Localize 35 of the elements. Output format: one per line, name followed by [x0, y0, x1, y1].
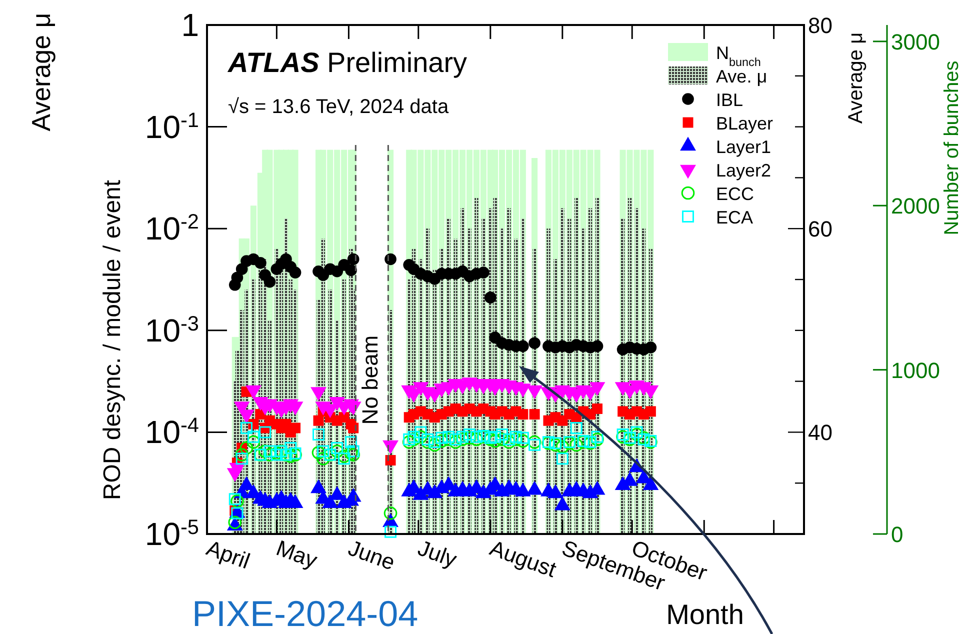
- x-tick-label: April: [203, 535, 254, 574]
- x-tick-label: May: [272, 535, 321, 573]
- x-tick-label: August: [486, 535, 560, 582]
- y-tick-label: 10$^{-1}$: [144, 108, 199, 145]
- x-axis-title: Month: [666, 599, 744, 630]
- text: Average μ: [26, 12, 56, 132]
- legend-label: IBL: [716, 90, 744, 110]
- x-tick-label: June: [344, 535, 398, 576]
- y3-tick-label: 2000: [891, 194, 940, 219]
- y-tick-label: 10$^{-3}$: [144, 312, 199, 348]
- y-tick-label: 1: [181, 7, 199, 43]
- legend-label: ECC: [716, 184, 754, 204]
- y-tick-label: 10$^{-4}$: [144, 414, 199, 450]
- y2-tick-label: 60: [808, 216, 832, 242]
- x-tick-label: July: [414, 535, 460, 572]
- y2-tick-label: 40: [808, 420, 832, 446]
- legend-label: Ave. μ: [716, 66, 768, 86]
- y3-tick-label: 0: [891, 522, 904, 547]
- text: ATLAS Preliminary: [227, 47, 468, 78]
- legend-label: BLayer: [716, 114, 774, 134]
- y-axis-title: ROD desync. / module / event: [99, 180, 126, 500]
- y-tick-label: 10$^{-2}$: [144, 210, 199, 247]
- y-tick-label: 10$^{-5}$: [144, 516, 199, 552]
- text: PIXE-2024-04: [192, 593, 418, 634]
- legend-label: Layer1: [716, 137, 772, 157]
- legend-label: Layer2: [716, 160, 772, 180]
- ref-line-label: No beam: [358, 335, 383, 425]
- legend-label: N$_{bunch}$: [716, 43, 761, 68]
- y2-tick-label: 80: [808, 13, 832, 38]
- y3-tick-label: 3000: [891, 29, 940, 54]
- text: √s = 13.6 TeV, 2024 data: [228, 96, 450, 118]
- y2-axis-title: Average μ: [845, 32, 867, 124]
- y3-axis-title: Number of bunches: [941, 60, 963, 236]
- legend-label: ECA: [716, 208, 754, 228]
- y3-tick-label: 1000: [891, 358, 940, 383]
